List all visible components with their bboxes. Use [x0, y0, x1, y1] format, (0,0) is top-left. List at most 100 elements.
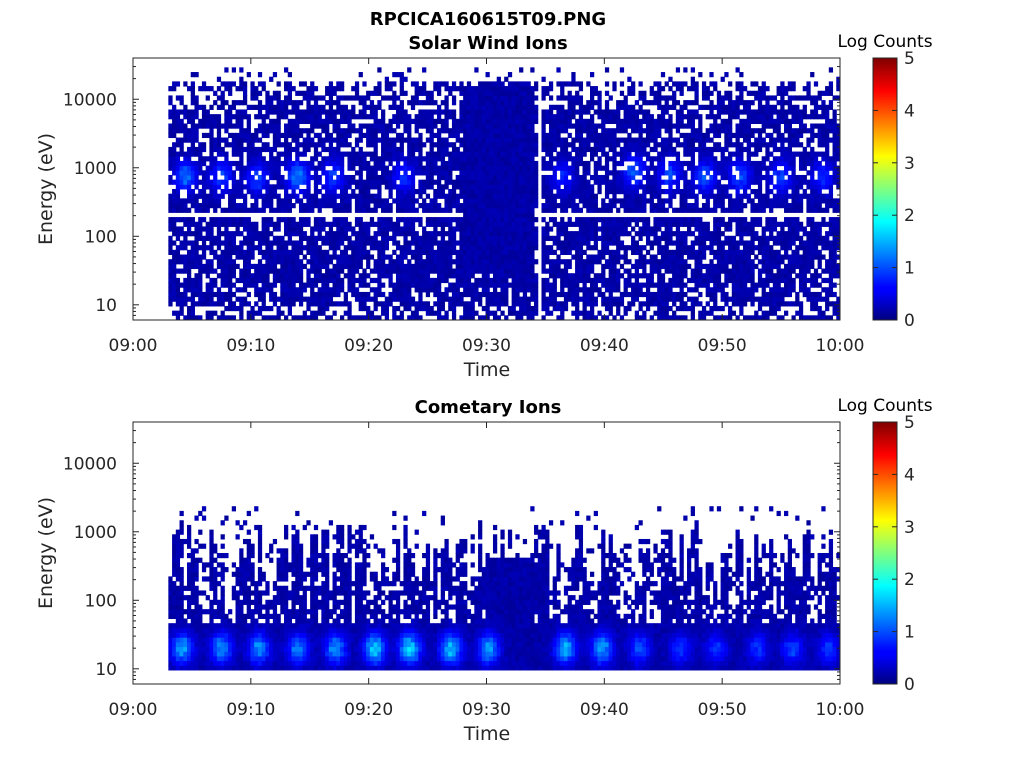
- spectrogram-cell: [642, 291, 647, 298]
- spectrogram-cell: [276, 245, 281, 251]
- spectrogram-cell: [302, 310, 307, 316]
- spectrogram-cell: [511, 240, 516, 246]
- spectrogram-cell: [336, 221, 341, 227]
- spectrogram-cell: [257, 189, 263, 195]
- spectrogram-cell: [634, 109, 639, 115]
- spectrogram-cell: [362, 179, 367, 185]
- spectrogram-cell: [560, 221, 565, 227]
- spectrogram-cell: [448, 254, 453, 260]
- spectrogram-cell: [343, 132, 348, 139]
- spectrogram-cell: [220, 179, 225, 185]
- spectrogram-cell: [328, 226, 334, 232]
- spectrogram-cell: [291, 277, 296, 284]
- spectrogram-cell: [504, 231, 509, 237]
- spectrogram-cell: [463, 95, 468, 101]
- spectrogram-cell: [504, 170, 509, 176]
- spectrogram-cell: [552, 217, 557, 223]
- spectrogram-cell: [373, 287, 378, 293]
- spectrogram-cell: [451, 146, 457, 153]
- spectrogram-cell: [205, 132, 210, 139]
- spectrogram-cell: [321, 156, 326, 162]
- spectrogram-cell: [612, 170, 617, 176]
- spectrogram-cell: [321, 118, 326, 124]
- spectrogram-cell: [325, 287, 330, 293]
- spectrogram-cell: [437, 86, 442, 92]
- spectrogram-cell: [231, 146, 237, 153]
- spectrogram-cell: [478, 235, 483, 241]
- solar-wind-spectrogram: [168, 67, 841, 321]
- spectrogram-cell: [642, 198, 647, 204]
- spectrogram-cell: [205, 174, 210, 181]
- spectrogram-cell: [623, 142, 628, 148]
- spectrogram-cell: [608, 282, 613, 288]
- spectrogram-cell: [437, 179, 442, 185]
- spectrogram-cell: [440, 254, 445, 260]
- spectrogram-cell: [631, 184, 636, 190]
- spectrogram-cell: [604, 165, 610, 171]
- spectrogram-cell: [548, 235, 554, 241]
- spectrogram-cell: [261, 86, 266, 92]
- spectrogram-cell: [239, 156, 244, 162]
- spectrogram-cell: [179, 123, 184, 129]
- spectrogram-cell: [567, 95, 572, 101]
- spectrogram-cell: [634, 184, 639, 190]
- spectrogram-cell: [336, 151, 341, 157]
- spectrogram-cell: [560, 231, 565, 237]
- spectrogram-cell: [507, 104, 513, 110]
- spectrogram-cell: [500, 123, 505, 129]
- spectrogram-cell: [466, 86, 472, 92]
- spectrogram-cell: [310, 259, 315, 265]
- spectrogram-cell: [552, 118, 557, 124]
- spectrogram-cell: [384, 315, 389, 321]
- spectrogram-cell: [399, 118, 404, 124]
- spectrogram-cell: [608, 189, 613, 195]
- spectrogram-cell: [384, 86, 389, 92]
- spectrogram-cell: [627, 189, 632, 195]
- spectrogram-cell: [302, 109, 307, 115]
- spectrogram-cell: [567, 221, 572, 227]
- spectrogram-cell: [250, 193, 255, 199]
- spectrogram-cell: [451, 291, 457, 298]
- spectrogram-cell: [489, 259, 494, 265]
- spectrogram-cell: [351, 254, 356, 260]
- spectrogram-cell: [339, 114, 345, 120]
- spectrogram-cell: [284, 184, 289, 190]
- spectrogram-cell: [336, 100, 341, 106]
- spectrogram-cell: [399, 268, 404, 274]
- spectrogram-cell: [407, 100, 412, 106]
- spectrogram-cell: [608, 179, 613, 185]
- spectrogram-cell: [373, 301, 378, 307]
- spectrogram-cell: [623, 259, 628, 265]
- spectrogram-cell: [616, 170, 621, 176]
- spectrogram-cell: [440, 128, 445, 134]
- spectrogram-cell: [619, 81, 625, 87]
- spectrogram-cell: [474, 170, 479, 176]
- spectrogram-cell: [459, 118, 464, 124]
- spectrogram-cell: [590, 291, 595, 298]
- spectrogram-cell: [313, 245, 319, 251]
- spectrogram-cell: [418, 305, 423, 312]
- spectrogram-cell: [291, 263, 296, 270]
- spectrogram-cell: [269, 203, 274, 209]
- spectrogram-cell: [306, 142, 311, 148]
- spectrogram-cell: [187, 249, 192, 255]
- spectrogram-cell: [496, 95, 501, 101]
- spectrogram-cell: [347, 198, 352, 204]
- spectrogram-cell: [492, 86, 498, 92]
- spectrogram-cell: [276, 95, 281, 101]
- spectrogram-cell: [582, 189, 587, 195]
- spectrogram-cell: [313, 259, 319, 265]
- spectrogram-cell: [522, 198, 528, 204]
- spectrogram-cell: [608, 305, 613, 312]
- spectrogram-cell: [336, 123, 341, 129]
- spectrogram-cell: [317, 160, 322, 167]
- spectrogram-cell: [451, 198, 457, 204]
- spectrogram-cell: [526, 259, 531, 265]
- spectrogram-cell: [373, 240, 378, 246]
- spectrogram-cell: [302, 142, 307, 148]
- spectrogram-cell: [339, 268, 345, 274]
- spectrogram-cell: [634, 217, 639, 223]
- spectrogram-cell: [392, 95, 397, 101]
- spectrogram-cell: [328, 90, 334, 96]
- spectrogram-cell: [377, 291, 382, 298]
